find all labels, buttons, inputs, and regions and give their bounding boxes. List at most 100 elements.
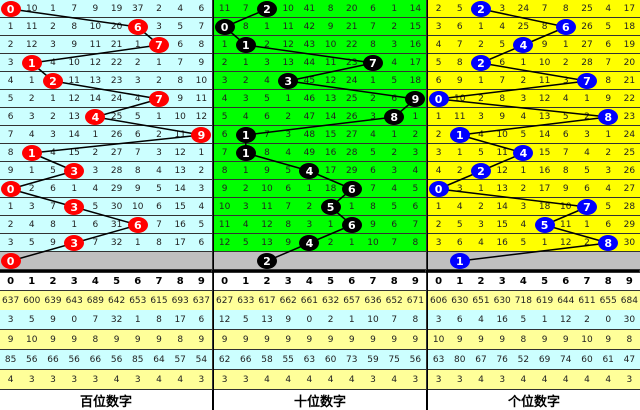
stat-cell: 9 [235,330,258,350]
stat-cell: 4 [169,370,192,390]
draw-ball: 4 [299,163,320,179]
stat-cell: 56 [21,350,44,370]
draw-ball: 3 [64,235,85,251]
stat-cell: 47 [618,350,640,370]
stat-cell: 9 [277,310,300,330]
column-header: 9 [190,273,213,291]
stat-cell: 9 [298,330,321,350]
trend-cell: 8 [404,234,427,252]
stat-cell: 30 [618,310,640,330]
trend-cell: 5 [190,216,213,234]
stat-cell: 64 [148,350,171,370]
column-header: 7 [148,273,171,291]
stat-cell: 4 [277,370,300,390]
trend-cell: 10 [190,72,213,90]
draw-ball: 0 [0,1,21,17]
stat-cell: 3 [214,370,237,390]
trend-cell: 17 [404,54,427,72]
tens-panel: 十位数字 11 7 10 41 8 20 6 1 14 8 1 11 42 9 21 7 2 15 1 2 12 43 10… [214,0,427,410]
stat-cell: 662 [277,291,300,311]
trend-cell: 2 [190,162,213,180]
stat-cell: 3 [190,370,213,390]
stat-cell: 639 [42,291,65,311]
draw-ball: 9 [191,127,212,143]
stat-cell: 9 [555,330,578,350]
stat-cell: 4 [106,370,129,390]
column-header: 1 [235,273,258,291]
draw-ball: 7 [363,55,383,71]
hundreds-panel: 百位数字 10 1 7 9 19 37 2 4 6 1 11 2 8 10 20 3 5 7 2 12 3 9 11 21 1 6… [0,0,213,410]
stat-cell: 3 [362,370,385,390]
column-header: 2 [470,273,493,291]
column-header: 0 [214,273,237,291]
draw-ball: 6 [127,19,148,35]
trend-cell: 4 [404,162,427,180]
stat-cell: 6 [190,310,213,330]
stat-cell: 9 [534,330,557,350]
column-header: 6 [127,273,150,291]
trend-line-segment [438,188,588,208]
trend-line-segment [544,224,609,244]
stat-cell: 2 [576,310,599,330]
stat-cell: 9 [0,330,23,350]
stat-cell: 630 [449,291,472,311]
stat-cell: 630 [491,291,514,311]
stat-cell: 9 [404,330,427,350]
stat-cell: 8 [618,330,640,350]
trend-line-segment [10,188,75,208]
column-header: 0 [0,273,23,291]
stat-cell: 636 [362,291,385,311]
trend-line-segment [31,134,202,154]
stat-cell: 619 [534,291,557,311]
stat-cell: 642 [106,291,129,311]
trend-line-segment [480,8,566,28]
stat-cell: 4 [320,370,343,390]
stat-cell: 615 [148,291,171,311]
trend-cell: 7 [404,216,427,234]
stat-cell: 4 [512,370,535,390]
stat-cell: 4 [597,370,620,390]
stat-cell: 0 [63,310,86,330]
draw-ball: 2 [471,163,491,179]
column-header: 7 [362,273,385,291]
column-header: 6 [555,273,578,291]
column-header: 4 [512,273,535,291]
stat-cell: 4 [470,310,493,330]
stat-cell: 627 [214,291,237,311]
trend-line-segment [438,98,609,118]
draw-ball: 1 [235,37,256,53]
units-panel: 个位数字 2 5 3 24 7 8 25 4 17 3 6 1 4 25 8 26 5 18 4 7 2 5 9 1 27 6 19… [428,0,640,410]
trend-line-segment [95,98,160,118]
trend-cell: 18 [404,72,427,90]
stat-cell: 4 [0,370,23,390]
stat-cell: 655 [597,291,620,311]
stat-cell: 6 [449,310,472,330]
stat-cell: 4 [555,370,578,390]
column-header: 5 [320,273,343,291]
draw-ball: 7 [577,73,597,89]
column-header: 1 [21,273,44,291]
stat-cell: 80 [449,350,472,370]
stat-cell: 10 [21,330,44,350]
separator [214,270,426,273]
stat-cell: 1 [534,310,557,330]
stat-cell: 9 [256,330,279,350]
stat-cell: 671 [404,291,427,311]
stat-cell: 54 [190,350,213,370]
stat-cell: 3 [235,370,258,390]
stat-cell: 632 [320,291,343,311]
draw-ball: 8 [598,235,619,251]
draw-ball: 0 [0,253,21,269]
stat-cell: 10 [428,330,451,350]
trend-line-segment [480,62,588,82]
trend-cell: 3 [404,144,427,162]
trend-cell: 6 [190,234,213,252]
column-header: 8 [383,273,406,291]
stat-cell: 4 [576,370,599,390]
draw-ball: 4 [513,37,534,53]
draw-ball: 3 [278,73,299,89]
column-header: 2 [42,273,65,291]
stat-cell: 9 [106,330,129,350]
stat-cell: 3 [404,370,427,390]
trend-line-segment [288,62,374,82]
